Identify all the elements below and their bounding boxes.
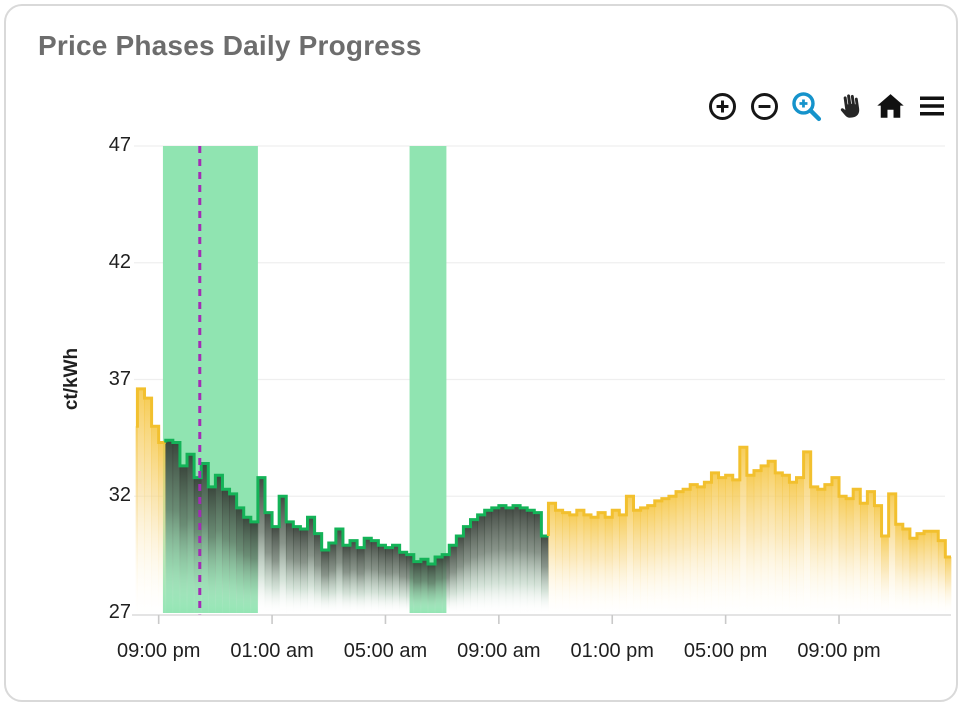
x-tick-label: 09:00 pm [104, 640, 214, 663]
y-tick-label: 27 [85, 601, 131, 624]
zoom-out-icon [749, 91, 780, 122]
zoom-in-button[interactable] [704, 88, 740, 124]
chart-wrap: Price Phases Daily Progress [6, 6, 962, 712]
menu-button[interactable] [914, 88, 950, 124]
x-tick-label: 09:00 pm [784, 640, 894, 663]
y-tick-label: 32 [85, 484, 131, 507]
reset-home-button[interactable] [872, 88, 908, 124]
x-axis [132, 615, 951, 624]
x-tick-label: 05:00 am [330, 640, 440, 663]
pan-button[interactable] [830, 88, 866, 124]
menu-hamburger-icon [916, 90, 948, 122]
y-tick-label: 42 [85, 251, 131, 274]
y-axis-title: ct/kWh [61, 319, 83, 439]
zoom-in-icon [707, 91, 738, 122]
x-tick-label: 01:00 pm [557, 640, 667, 663]
page-title: Price Phases Daily Progress [38, 30, 422, 62]
x-tick-label: 09:00 am [444, 640, 554, 663]
home-icon [874, 90, 907, 123]
pan-hand-icon [833, 91, 864, 122]
box-zoom-button[interactable] [788, 88, 824, 124]
x-tick-label: 01:00 am [217, 640, 327, 663]
x-tick-label: 05:00 pm [671, 640, 781, 663]
zoom-out-button[interactable] [746, 88, 782, 124]
box-zoom-magnifier-icon [790, 90, 823, 123]
y-tick-label: 47 [85, 134, 131, 157]
y-tick-label: 37 [85, 368, 131, 391]
chart-toolbar [704, 88, 950, 124]
chart-card: Price Phases Daily Progress [4, 4, 958, 702]
